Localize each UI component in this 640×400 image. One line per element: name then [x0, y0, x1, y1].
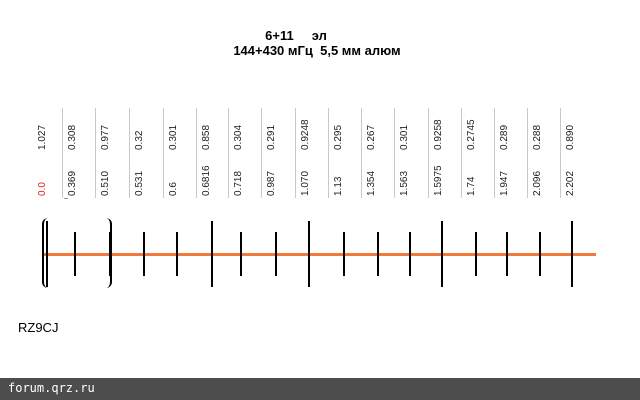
element-position-cell: 0.987 [266, 170, 277, 196]
element-position-cell: 1.354 [366, 170, 377, 196]
table-column: 0.2745 1.74 [463, 108, 483, 200]
element-position-cell: 0.718 [233, 170, 244, 196]
table-divider [62, 108, 63, 198]
element-position-cell: 1.13 [333, 176, 344, 196]
header-subtitle: 144+430 мГц 5,5 мм алюм [233, 43, 401, 58]
table-divider [228, 108, 229, 198]
table-column: 0.267 1.354 [363, 108, 383, 200]
uhf-element [343, 232, 345, 276]
table-column: 0.295 1.13 [330, 108, 350, 200]
vhf-element [46, 221, 48, 287]
uhf-element [377, 232, 379, 276]
table-column: 0.32 0.531 [131, 108, 151, 200]
table-column: 0.291 0.987 [263, 108, 283, 200]
uhf-element [275, 232, 277, 276]
element-length-cell: 0.295 [333, 124, 344, 150]
table-divider [328, 108, 329, 198]
element-position-cell: 0.0 [37, 182, 48, 196]
table-column: 0.288 2.096 [529, 108, 549, 200]
element-position-cell: 1.947 [499, 170, 510, 196]
table-divider [196, 108, 197, 198]
table-column: 0.301 1.563 [396, 108, 416, 200]
vhf-element [441, 221, 443, 287]
element-length-cell: 0.301 [168, 124, 179, 150]
table-column: 0.301 0.6 [165, 108, 185, 200]
element-length-cell: 0.32 [134, 130, 145, 150]
uhf-element [506, 232, 508, 276]
element-position-cell: 1.563 [399, 170, 410, 196]
vhf-element [211, 221, 213, 287]
table-divider [461, 108, 462, 198]
element-position-cell: 0.531 [134, 170, 145, 196]
table-column: 0.890 2.202 [562, 108, 582, 200]
table-divider [527, 108, 528, 198]
uhf-element [539, 232, 541, 276]
element-length-cell: 0.9248 [300, 119, 311, 150]
element-length-cell: 0.289 [499, 124, 510, 150]
element-length-cell: 0.977 [100, 124, 111, 150]
table-divider [361, 108, 362, 198]
table-divider [394, 108, 395, 198]
table-column: 0.858 0.6816 [198, 108, 218, 200]
header-title: 6+11 эл [265, 28, 327, 43]
table-column: 0.304 0.718 [230, 108, 250, 200]
uhf-element [143, 232, 145, 276]
element-length-cell: 0.890 [565, 124, 576, 150]
element-length-cell: 0.267 [366, 124, 377, 150]
element-length-cell: 0.288 [532, 124, 543, 150]
uhf-element [74, 232, 76, 276]
table-column: 0.308 0.369 [64, 108, 84, 200]
element-position-cell: 0.510 [100, 170, 111, 196]
table-divider [560, 108, 561, 198]
uhf-element [475, 232, 477, 276]
table-divider [494, 108, 495, 198]
element-length-cell: 0.9258 [433, 119, 444, 150]
boom [42, 253, 596, 256]
table-tick [64, 198, 68, 199]
table-divider [295, 108, 296, 198]
element-length-cell: 0.308 [67, 124, 78, 150]
element-position-cell: 1.74 [466, 176, 477, 196]
element-position-cell: 2.096 [532, 170, 543, 196]
table-divider [261, 108, 262, 198]
uhf-element [176, 232, 178, 276]
element-length-cell: 0.304 [233, 124, 244, 150]
table-column: 1.027 0.0 [34, 108, 54, 200]
element-length-cell: 0.301 [399, 124, 410, 150]
vhf-element [308, 221, 310, 287]
footer-bar: forum.qrz.ru [0, 378, 640, 400]
uhf-element [409, 232, 411, 276]
element-length-cell: 0.291 [266, 124, 277, 150]
table-divider [129, 108, 130, 198]
element-position-cell: 1.070 [300, 170, 311, 196]
element-length-cell: 0.2745 [466, 119, 477, 150]
element-position-cell: 1.5975 [433, 165, 444, 196]
element-position-cell: 0.369 [67, 170, 78, 196]
element-position-cell: 0.6 [168, 182, 179, 196]
element-length-cell: 0.858 [201, 124, 212, 150]
table-divider [95, 108, 96, 198]
table-divider [428, 108, 429, 198]
table-column: 0.977 0.510 [97, 108, 117, 200]
element-position-cell: 2.202 [565, 170, 576, 196]
table-column: 0.9258 1.5975 [430, 108, 450, 200]
driven-element-bracket [104, 218, 112, 288]
uhf-element [240, 232, 242, 276]
table-column: 0.289 1.947 [496, 108, 516, 200]
author-callsign: RZ9CJ [18, 320, 59, 335]
reflector-bracket [42, 218, 50, 288]
element-length-cell: 1.027 [37, 124, 48, 150]
watermark: forum.qrz.ru [8, 381, 95, 395]
table-column: 0.9248 1.070 [297, 108, 317, 200]
table-divider [163, 108, 164, 198]
element-position-cell: 0.6816 [201, 165, 212, 196]
vhf-element [571, 221, 573, 287]
